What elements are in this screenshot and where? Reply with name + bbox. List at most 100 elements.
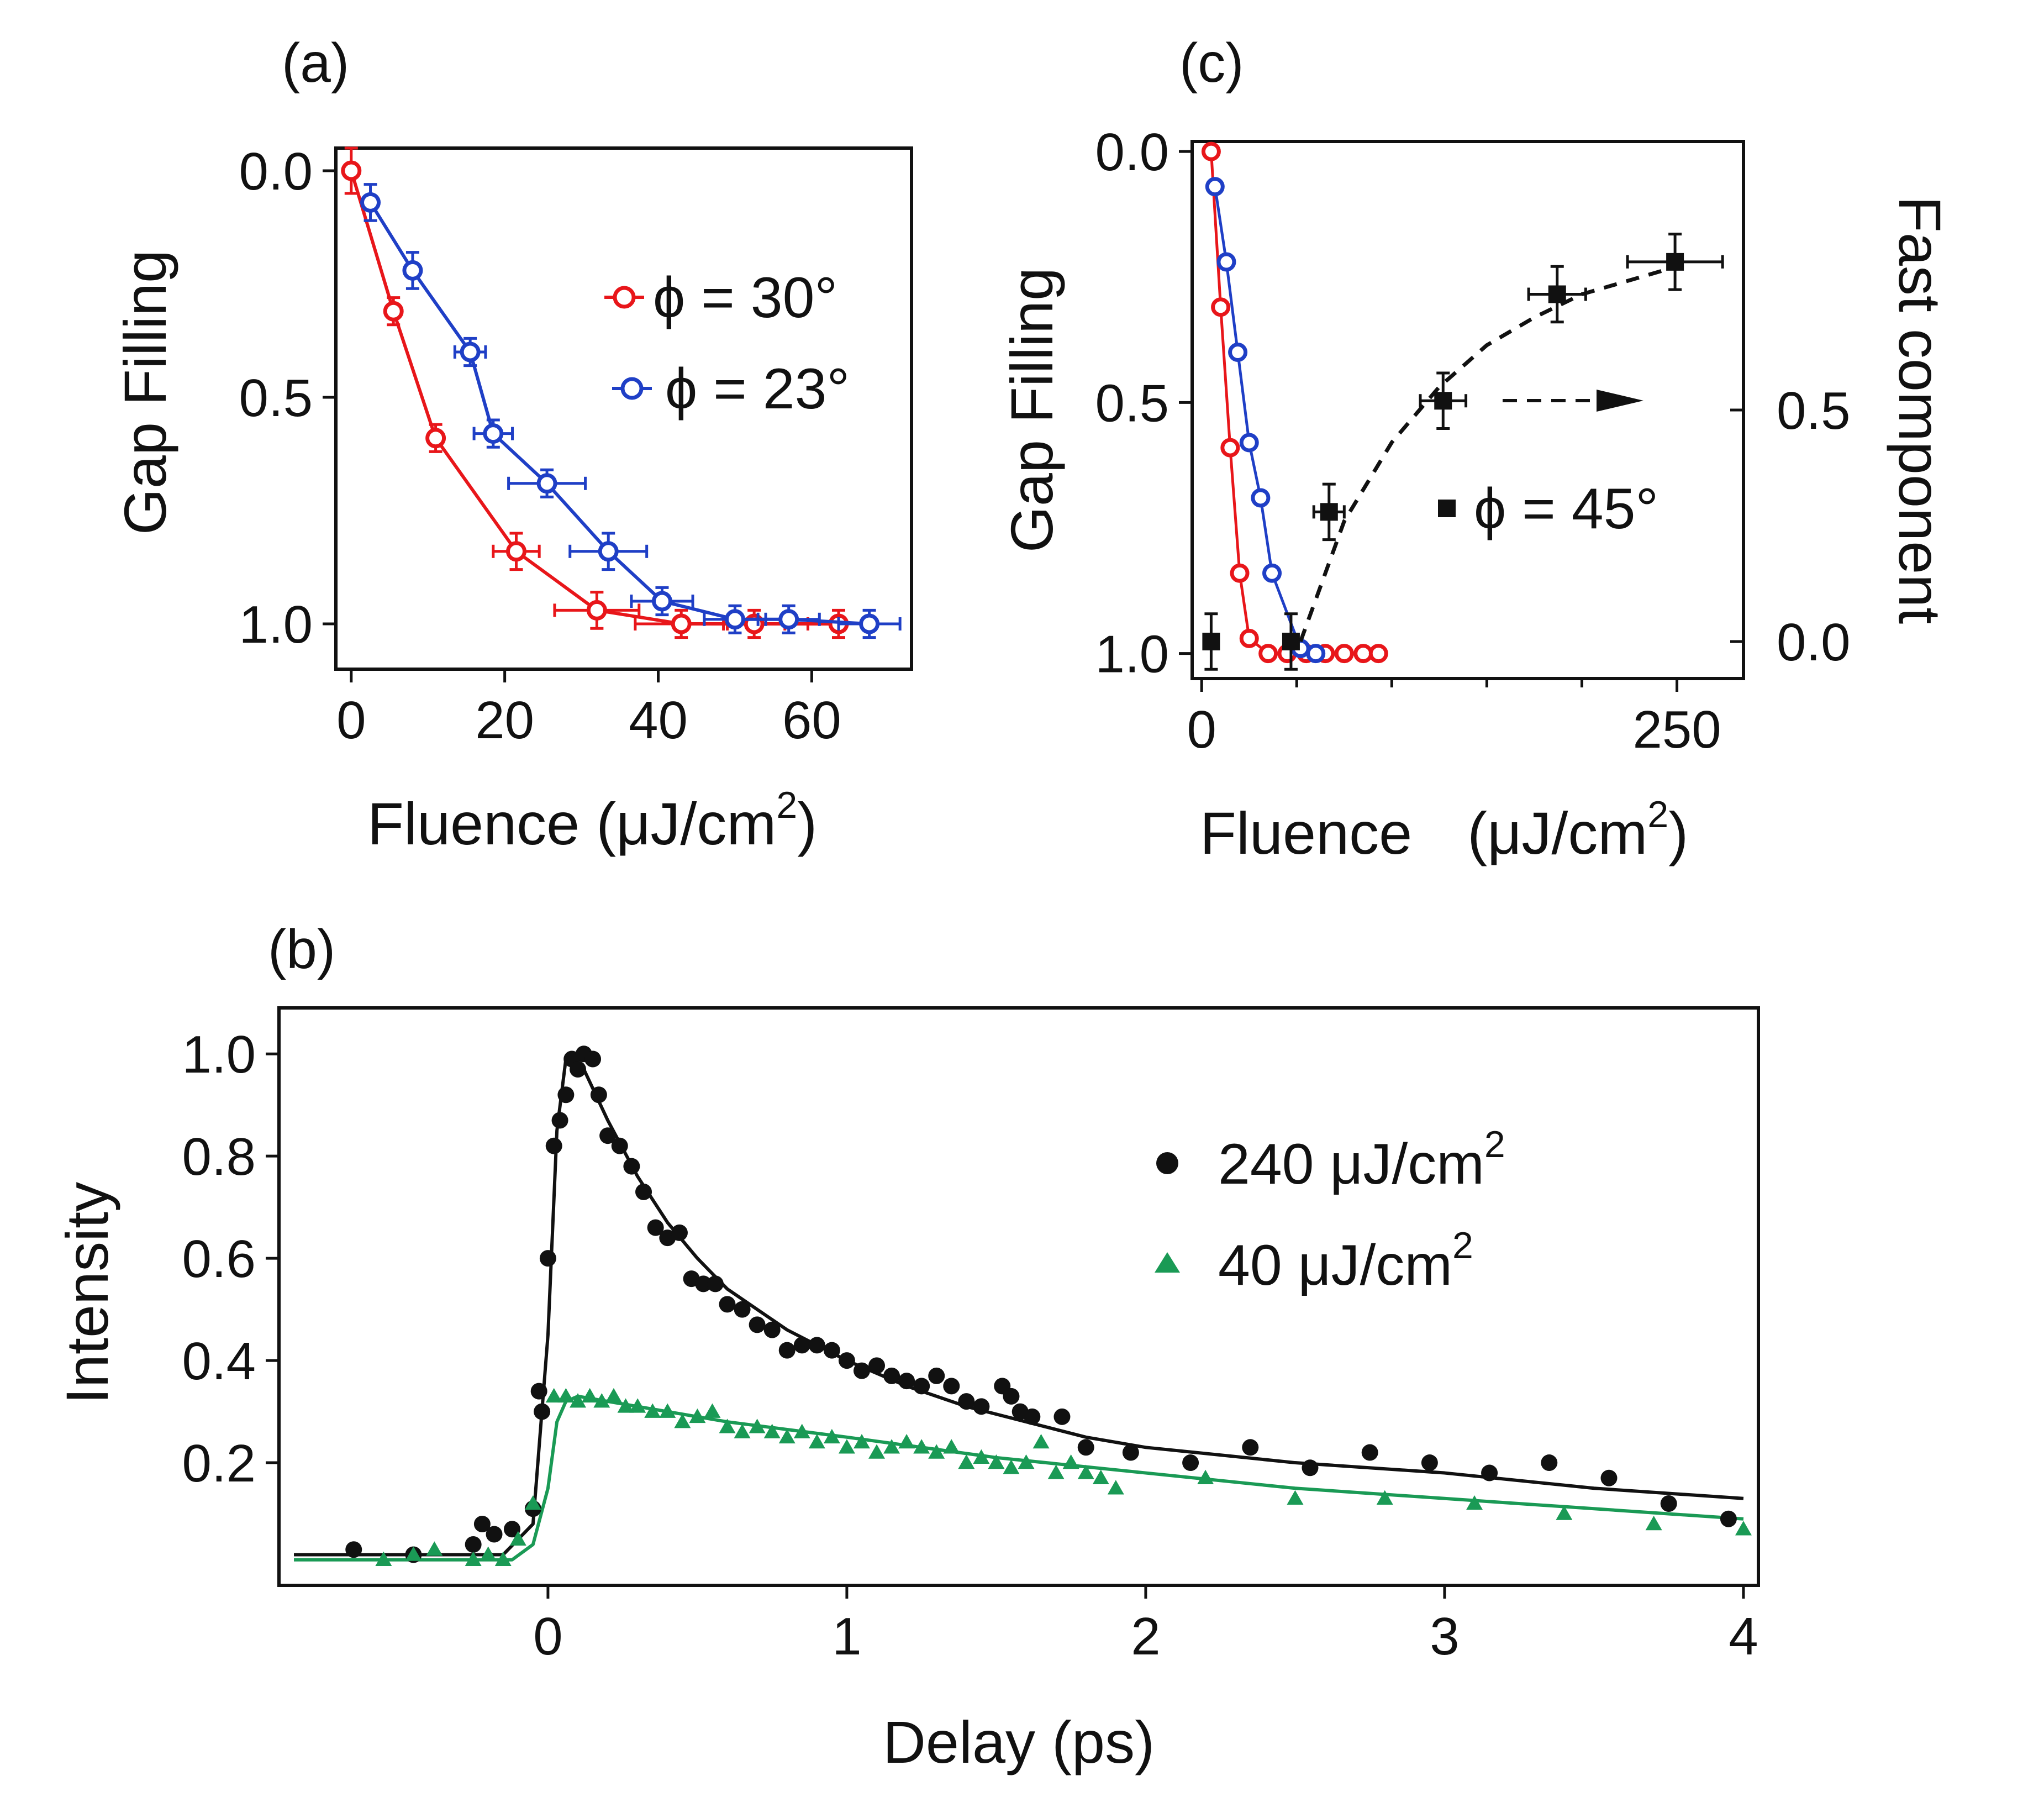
panel-a-frame (334, 146, 913, 671)
panel-a-x-axis-label-main: Fluence (μJ/cm (367, 790, 776, 857)
series-240-point (1720, 1510, 1737, 1527)
series-40-point (943, 1439, 960, 1454)
series-40-point (1092, 1469, 1109, 1485)
series-240-point (1302, 1459, 1319, 1477)
series-40-point (1197, 1469, 1214, 1485)
series-40-point (1077, 1464, 1094, 1479)
series-240-point (883, 1367, 900, 1384)
series-phi23-point (1228, 343, 1248, 362)
panel-a-legend: ϕ = 30° ϕ = 23° (604, 266, 850, 421)
legend-label-40-main: 40 μJ/cm (1218, 1233, 1452, 1297)
x-tick-label: 0 (533, 1607, 562, 1666)
panel-c-y2-ticks: 0.0 0.5 (1730, 381, 1850, 672)
y-tick-label: 0.0 (239, 142, 313, 201)
series-40-point (928, 1444, 945, 1459)
y-tick-label: 1.0 (1095, 625, 1169, 684)
series-40-point (674, 1414, 691, 1428)
series-40-point (704, 1403, 721, 1418)
series-40-point (426, 1541, 443, 1556)
series-40-point (644, 1403, 661, 1418)
series-240-point (928, 1367, 945, 1384)
y-tick-label: 0.6 (182, 1229, 256, 1289)
series-240-point (530, 1383, 547, 1400)
series-240-point (823, 1342, 840, 1359)
series-40-point (689, 1408, 706, 1423)
legend-marker-phi30 (613, 286, 636, 309)
series-phi30-point (505, 541, 526, 562)
series-40-point (973, 1449, 990, 1464)
series-40-point (581, 1388, 598, 1403)
series-40-point (823, 1428, 840, 1444)
panel-b: (b) 0 1 2 3 4 0.2 0.4 0.6 0.8 1.0 Delay (ps) Int… (54, 918, 1760, 1775)
series-40-point (509, 1531, 526, 1546)
series-240-point (1242, 1439, 1259, 1456)
series-240-point (545, 1137, 562, 1154)
series-phi23-point (1239, 433, 1259, 453)
series-phi30-point (671, 613, 692, 634)
series-phi23-point (1251, 488, 1271, 508)
series-phi45-point (1434, 392, 1452, 410)
series-phi23-point (598, 541, 619, 562)
series-phi30-point (1230, 563, 1250, 583)
series-240-point (539, 1250, 556, 1267)
series-phi23-point (1262, 563, 1282, 583)
series-40-point (763, 1423, 781, 1438)
panel-c-x-axis-label: Fluence (μJ/cm2) (1200, 794, 1688, 866)
series-40-point (808, 1434, 825, 1449)
series-240-point (749, 1316, 766, 1333)
series-40-point (545, 1388, 562, 1403)
series-240-point (778, 1342, 796, 1359)
series-240-point (913, 1378, 930, 1395)
series-240-point (473, 1516, 491, 1533)
series-phi30-point (1353, 644, 1373, 664)
series-240-point (695, 1275, 712, 1292)
panel-c-y2-axis-label: Fast component (1887, 196, 1953, 624)
series-40-point (494, 1551, 512, 1567)
series-40-point (570, 1393, 587, 1408)
series-40-point (988, 1454, 1005, 1469)
series-240-point (1003, 1388, 1020, 1405)
series-40-point (593, 1393, 610, 1408)
series-phi23-point (724, 609, 745, 630)
series-phi30-point (425, 428, 446, 449)
series-40-point (1107, 1480, 1124, 1495)
series-240-point (623, 1158, 640, 1175)
series-phi45-fit (1298, 264, 1678, 643)
panel-b-y-ticks: 0.2 0.4 0.6 0.8 1.0 (182, 1025, 279, 1493)
series-40-point (883, 1439, 900, 1454)
series-40-point (524, 1495, 541, 1510)
series-240-point (465, 1536, 482, 1553)
series-phi23-point (1205, 177, 1225, 197)
x-tick-label: 20 (475, 691, 534, 750)
series-phi45-point (1666, 253, 1684, 271)
series-40-point (375, 1551, 392, 1567)
series-240-point (734, 1301, 751, 1318)
series-40-point (958, 1454, 975, 1469)
y-tick-label: 0.2 (182, 1434, 256, 1493)
series-240-point (534, 1403, 551, 1420)
series-240-point (551, 1112, 568, 1129)
fit-240-line (294, 1052, 1744, 1557)
series-40-point (557, 1388, 575, 1403)
series-240-point (590, 1086, 607, 1104)
series-240-point (557, 1086, 575, 1104)
series-240-point (1660, 1495, 1677, 1512)
series-240-point (868, 1357, 886, 1374)
y-tick-label: 0.0 (1095, 123, 1169, 182)
series-40-point (778, 1428, 796, 1444)
panel-c-series (1201, 141, 1724, 671)
series-phi30-point (1239, 628, 1259, 648)
series-240-point (486, 1526, 503, 1543)
series-phi30-point (341, 160, 362, 181)
x-tick-label: 40 (629, 691, 688, 750)
series-40-point (1556, 1505, 1573, 1520)
panel-a: (a) 0 20 40 60 0.0 0.5 1.0 Fluence (μJ/cm2) G… (112, 32, 913, 857)
legend-marker-phi23 (620, 377, 644, 400)
series-240-point (671, 1224, 688, 1241)
panel-b-frame (277, 1006, 1760, 1587)
panel-c-y-ticks: 0.0 0.5 1.0 (1095, 123, 1192, 684)
legend-marker-phi45 (1438, 500, 1456, 517)
panel-a-x-axis-label-tail: ) (797, 790, 817, 857)
series-240-point (1077, 1439, 1094, 1456)
